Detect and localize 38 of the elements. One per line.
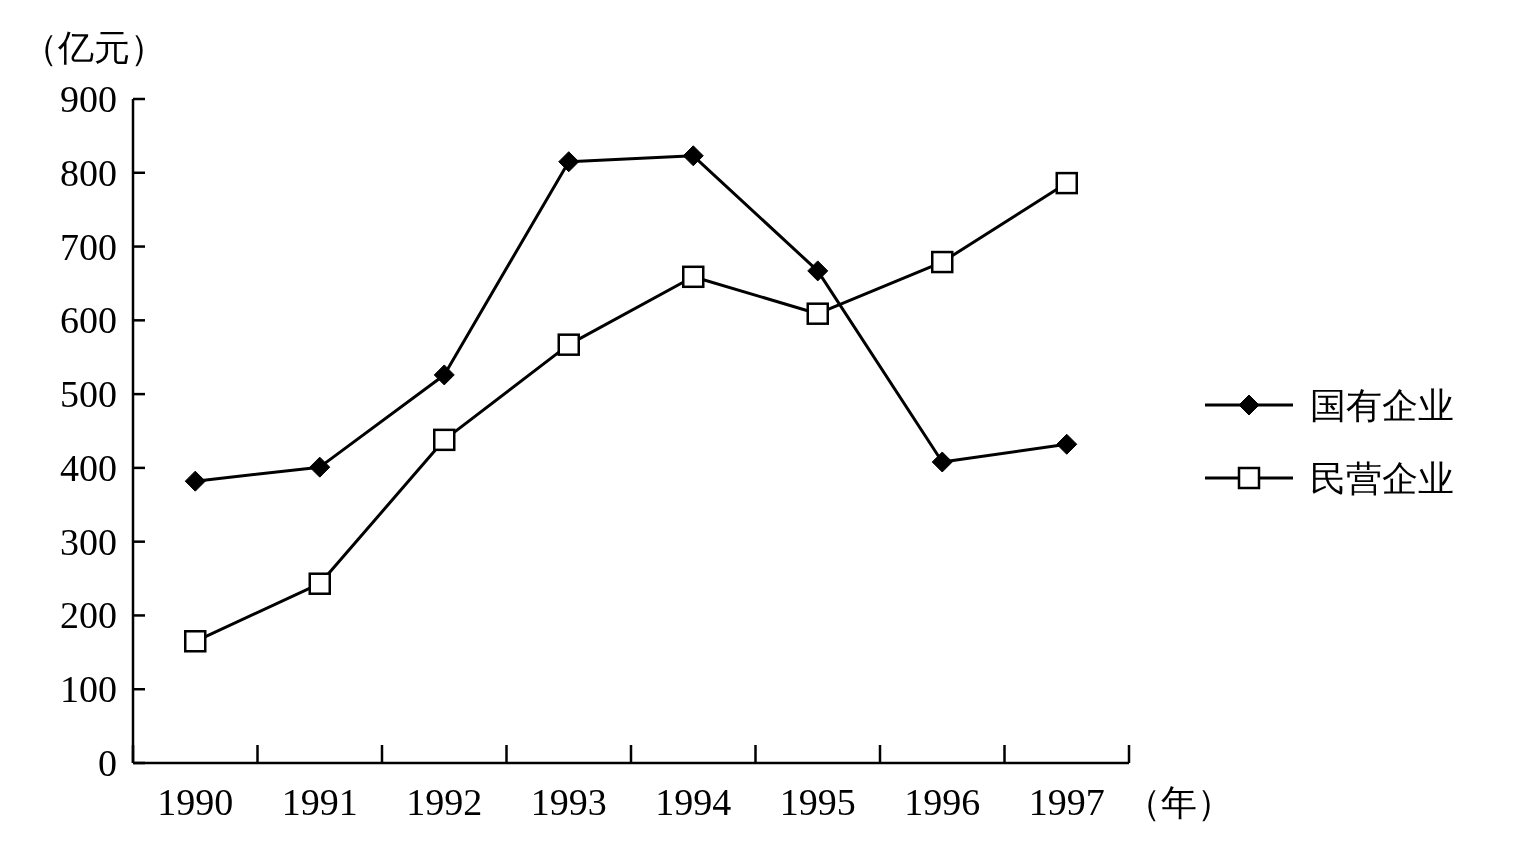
point [931,250,954,274]
point [931,451,953,473]
y-tick-label: 900 [60,78,117,120]
y-tick-label: 400 [60,446,117,489]
x-tick-label: 1994 [655,781,732,823]
y-tick-label: 500 [60,373,117,416]
x-tick-label: 1993 [530,781,607,823]
y-tick-label: 0 [98,742,117,784]
x-tick-label: 1990 [157,781,234,823]
point [309,456,331,478]
point [682,265,705,289]
y-tick-label: 100 [60,668,117,711]
y-tick-label: 600 [60,299,117,342]
x-axis-title: （年） [1125,783,1233,823]
legend-label: 国有企业 [1310,386,1454,426]
x-tick-label: 1997 [1028,781,1105,823]
point [184,470,206,492]
point [1055,171,1078,195]
y-tick-label: 700 [60,225,117,268]
point [558,151,580,173]
point [557,333,580,356]
x-tick-label: 1996 [904,781,981,823]
x-tick-label: 1995 [779,781,856,823]
point [807,260,829,282]
y-tick-label: 800 [60,151,117,194]
point [433,364,455,386]
point [806,302,829,325]
y-axis-title: （亿元） [22,28,166,68]
point [433,428,456,452]
x-tick-label: 1992 [406,781,483,823]
x-tick-label: 1991 [281,781,358,823]
legend-label: 民营企业 [1310,459,1454,499]
y-tick-label: 300 [60,520,117,563]
point [184,630,207,653]
y-tick-label: 200 [60,594,117,637]
point [308,572,331,595]
point [682,145,704,167]
point [1056,433,1078,455]
